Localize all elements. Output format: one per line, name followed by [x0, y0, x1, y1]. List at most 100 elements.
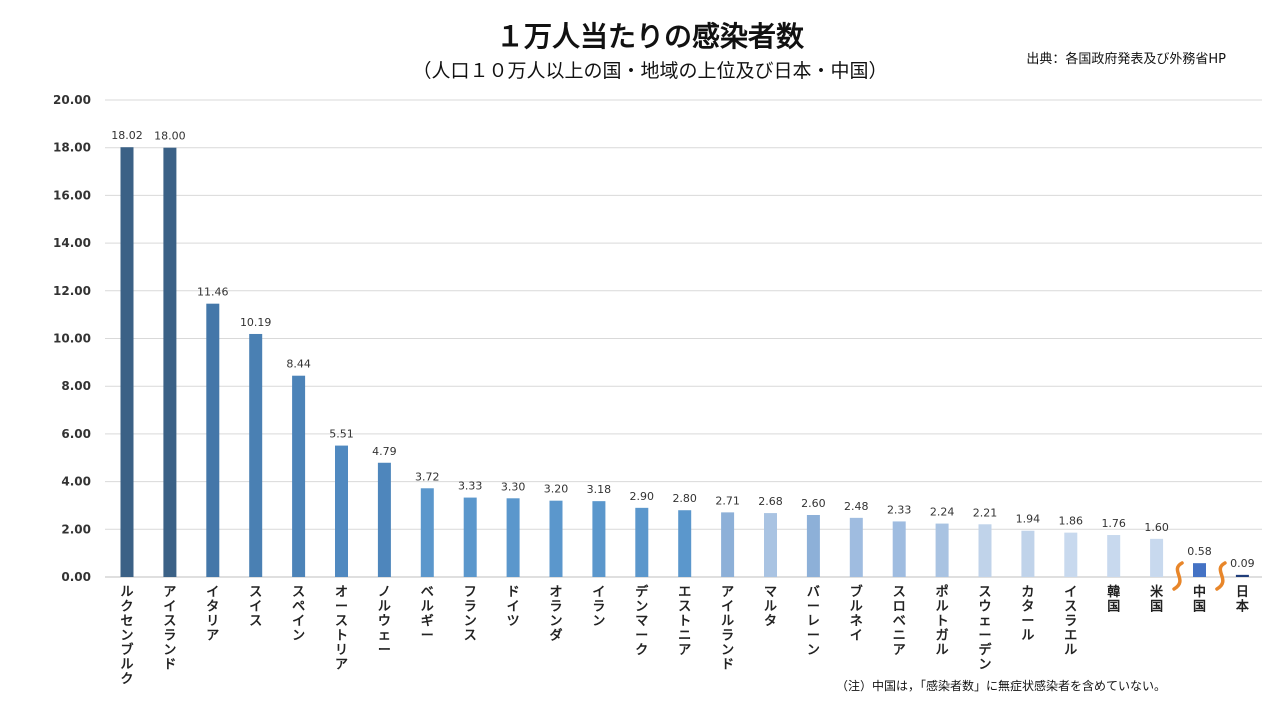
category-label: イスラエル	[1064, 585, 1077, 658]
category-label: マルタ	[764, 585, 777, 629]
value-label: 2.21	[973, 506, 998, 519]
value-label: 11.46	[197, 286, 229, 299]
bar	[1064, 532, 1078, 577]
bar	[764, 513, 777, 577]
category-label: 米国	[1150, 584, 1164, 615]
category-label: ルクセンブルク	[120, 585, 133, 687]
bar	[206, 303, 220, 577]
chart-subtitle: （人口１０万人以上の国・地域の上位及び日本・中国）	[412, 60, 887, 82]
value-label: 8.44	[286, 358, 311, 371]
y-tick-label: 12.00	[53, 284, 91, 298]
category-label: スペイン	[292, 585, 305, 644]
bar	[678, 510, 692, 577]
value-label: 3.33	[458, 480, 483, 493]
bar	[292, 375, 306, 577]
y-tick-label: 18.00	[53, 141, 91, 155]
category-label: アイスランド	[163, 585, 176, 673]
bar	[1235, 574, 1249, 577]
category-label: ノルウェー	[378, 585, 391, 658]
bar	[463, 497, 477, 577]
bar	[163, 147, 177, 577]
category-label: オーストリア	[335, 585, 348, 673]
category-label: イタリア	[206, 585, 219, 644]
value-label: 1.86	[1059, 515, 1084, 528]
y-tick-label: 6.00	[61, 427, 91, 441]
value-label: 3.18	[587, 483, 612, 496]
value-label: 1.94	[1016, 513, 1041, 526]
category-label: エストニア	[678, 585, 691, 658]
bar	[1107, 535, 1121, 577]
y-tick-label: 16.00	[53, 188, 91, 202]
category-label: 韓国	[1107, 584, 1120, 615]
bar	[721, 512, 735, 577]
value-label: 2.33	[887, 503, 912, 516]
y-tick-label: 10.00	[53, 332, 91, 346]
value-label: 10.19	[240, 316, 272, 329]
category-label: アイルランド	[721, 585, 734, 673]
value-label: 5.51	[329, 428, 354, 441]
value-label: 18.00	[154, 130, 186, 143]
gridlines	[105, 99, 1262, 578]
value-label: 2.48	[844, 500, 869, 513]
value-label: 2.68	[758, 495, 783, 508]
y-tick-label: 2.00	[61, 522, 91, 536]
bar	[120, 147, 134, 577]
bar	[978, 524, 992, 577]
value-label: 2.80	[672, 492, 697, 505]
y-axis: 0.00 2.00 4.00 6.00 8.00 10.00 12.00 14.00 16.00…	[53, 93, 91, 584]
category-label: スイス	[249, 585, 262, 629]
category-label: ベルギー	[421, 585, 434, 644]
category-label: 日本	[1236, 585, 1249, 615]
bar	[1150, 538, 1164, 577]
category-label: フランス	[464, 585, 477, 644]
value-label: 2.60	[801, 497, 826, 510]
bar	[506, 498, 520, 577]
bar	[420, 488, 434, 577]
footnote: （注）中国は，「感染者数」に無症状感染者を含めていない。	[836, 678, 1166, 693]
category-label: スウェーデン	[978, 585, 992, 673]
value-label: 3.30	[501, 480, 526, 493]
bar	[549, 500, 563, 577]
bar	[635, 507, 649, 577]
value-label: 18.02	[111, 129, 143, 142]
bar	[1193, 563, 1206, 577]
bars	[120, 147, 1249, 577]
axis-break-mark	[1215, 561, 1227, 591]
bar	[806, 514, 820, 577]
value-label: 2.90	[630, 490, 655, 503]
category-label: デンマーク	[635, 584, 649, 658]
y-tick-label: 14.00	[53, 236, 91, 250]
value-label: 2.24	[930, 506, 955, 519]
axis-break-mark	[1172, 561, 1184, 591]
bar	[849, 517, 863, 577]
y-tick-label: 8.00	[61, 379, 91, 393]
value-labels: 18.02 18.00 11.46 10.19 8.44 5.51 4.79 3.72 3.33…	[111, 129, 1254, 570]
bar	[377, 462, 391, 577]
y-tick-label: 4.00	[61, 475, 91, 489]
category-label: ドイツ	[507, 585, 520, 629]
y-tick-label: 0.00	[61, 570, 91, 584]
category-label: ブルネイ	[850, 584, 863, 644]
y-tick-label: 20.00	[53, 93, 91, 107]
x-axis: ルクセンブルク アイスランド イタリア スイス スペイン オーストリア ノルウェー ベルギー フ…	[120, 584, 1248, 687]
bar	[892, 521, 906, 577]
value-label: 4.79	[372, 445, 397, 458]
value-label: 3.72	[415, 470, 440, 483]
bar	[249, 333, 263, 577]
bar	[335, 445, 348, 577]
value-label: 2.71	[715, 494, 740, 507]
value-label: 1.76	[1101, 517, 1126, 530]
source-label: 出典：各国政府発表及び外務省HP	[1026, 51, 1226, 67]
bar	[592, 501, 606, 577]
value-label: 0.09	[1230, 557, 1255, 570]
value-label: 1.60	[1144, 521, 1169, 534]
category-label: ポルトガル	[936, 584, 949, 658]
category-label: イラン	[592, 585, 605, 629]
category-label: バーレーン	[807, 585, 820, 658]
category-label: スロベニア	[893, 585, 906, 658]
category-label: 中国	[1193, 584, 1206, 615]
axis-break-markers	[1172, 561, 1227, 591]
value-label: 0.58	[1187, 545, 1212, 558]
chart-title: １万人当たりの感染者数	[496, 20, 805, 53]
